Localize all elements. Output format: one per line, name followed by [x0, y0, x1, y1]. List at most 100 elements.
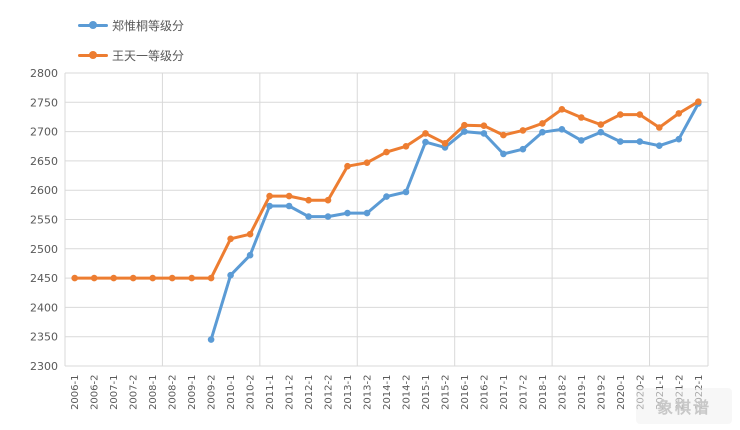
series-point-1 — [617, 138, 624, 145]
series-point-1 — [285, 202, 293, 210]
series-point-2 — [675, 110, 683, 117]
series-point-2 — [90, 274, 98, 282]
series-point-1 — [558, 126, 566, 133]
series-point-2 — [636, 111, 644, 118]
series-point-2 — [617, 111, 624, 118]
series-point-2 — [461, 121, 468, 129]
series-point-2 — [500, 131, 507, 139]
x-tick-label: 2014-2 — [401, 375, 412, 410]
x-tick-label: 2013-1 — [343, 375, 354, 410]
legend-label-series1: 郑惟桐等级分 — [112, 18, 185, 33]
x-tick-label: 2020-1 — [616, 375, 627, 410]
series-point-1 — [539, 128, 546, 136]
series-point-2 — [695, 98, 702, 105]
series-point-1 — [422, 138, 429, 146]
series-point-2 — [519, 127, 527, 134]
series-point-1 — [675, 135, 683, 143]
x-tick-label: 2019-2 — [596, 375, 607, 410]
series-point-1 — [207, 336, 215, 343]
y-tick-label: 2800 — [30, 67, 58, 80]
watermark-logo: 象棋谱 — [636, 388, 732, 424]
x-tick-label: 2008-2 — [168, 375, 179, 410]
x-tick-label: 2015-1 — [421, 375, 432, 410]
series-point-2 — [207, 274, 215, 282]
y-tick-label: 2450 — [30, 272, 58, 285]
series-point-2 — [363, 159, 371, 166]
series-point-2 — [149, 274, 156, 282]
series-point-1 — [324, 213, 332, 220]
series-point-1 — [402, 188, 410, 196]
x-tick-label: 2013-2 — [363, 375, 374, 410]
y-tick-label: 2700 — [30, 126, 58, 139]
series-point-2 — [285, 192, 293, 200]
series-point-1 — [383, 193, 390, 200]
series-point-1 — [305, 213, 312, 220]
y-tick-label: 2500 — [30, 243, 58, 256]
legend-marker-series1 — [89, 21, 97, 29]
series-point-2 — [539, 120, 546, 127]
series-point-2 — [168, 274, 176, 282]
series-point-1 — [636, 138, 644, 145]
series-point-2 — [71, 274, 78, 282]
x-tick-label: 2008-1 — [148, 375, 159, 410]
x-tick-label: 2017-2 — [518, 375, 529, 410]
x-tick-label: 2012-1 — [304, 375, 315, 410]
series-point-2 — [441, 140, 449, 147]
x-tick-label: 2018-2 — [557, 375, 568, 410]
series-point-2 — [383, 148, 390, 156]
x-tick-label: 2016-1 — [460, 375, 471, 410]
series-point-2 — [188, 274, 195, 282]
y-tick-label: 2650 — [30, 155, 58, 168]
x-tick-label: 2010-1 — [226, 375, 237, 410]
x-tick-label: 2015-2 — [440, 375, 451, 410]
series-point-2 — [246, 230, 254, 238]
series-point-1 — [656, 142, 663, 149]
legend-swatch-series2 — [78, 46, 108, 64]
series-point-2 — [110, 274, 117, 282]
series-point-2 — [129, 274, 137, 282]
series-point-2 — [266, 192, 273, 200]
series-point-2 — [558, 106, 566, 113]
series-point-2 — [578, 114, 585, 121]
y-tick-label: 2400 — [30, 301, 58, 314]
series-point-2 — [324, 196, 332, 204]
y-tick-label: 2600 — [30, 184, 58, 197]
x-tick-label: 2014-1 — [382, 375, 393, 410]
series-line-1 — [209, 102, 700, 342]
x-tick-label: 2019-1 — [577, 375, 588, 410]
x-tick-label: 2009-1 — [187, 375, 198, 410]
series-point-1 — [519, 145, 527, 153]
x-tick-label: 2010-2 — [246, 375, 257, 410]
series-point-2 — [344, 162, 351, 170]
series-point-2 — [480, 122, 488, 129]
y-tick-label: 2350 — [30, 331, 58, 344]
y-tick-label: 2550 — [30, 214, 58, 227]
series-point-2 — [422, 130, 429, 137]
x-tick-label: 2007-1 — [109, 375, 120, 410]
legend-label-series2: 王天一等级分 — [112, 48, 185, 63]
series-point-1 — [578, 137, 585, 144]
legend-marker-series2 — [89, 51, 97, 59]
series-point-1 — [363, 209, 371, 217]
legend-item-series2: 王天一等级分 — [78, 46, 184, 64]
series-point-1 — [480, 130, 488, 137]
series-point-2 — [597, 121, 605, 128]
x-tick-label: 2012-2 — [324, 375, 335, 410]
x-tick-label: 2017-1 — [499, 374, 510, 409]
x-tick-label: 2016-2 — [479, 375, 490, 410]
x-tick-label: 2007-2 — [129, 375, 140, 410]
x-tick-label: 2011-2 — [285, 375, 296, 410]
y-tick-label: 2750 — [30, 96, 58, 109]
x-tick-label: 2006-1 — [70, 375, 81, 410]
legend-swatch-series1 — [78, 16, 108, 34]
legend-item-series1: 郑惟桐等级分 — [78, 16, 184, 34]
series-point-2 — [656, 124, 663, 131]
series-point-2 — [402, 143, 410, 150]
x-tick-label: 2018-1 — [538, 375, 549, 410]
series-point-1 — [246, 251, 254, 259]
series-point-1 — [597, 128, 605, 136]
series-point-1 — [266, 202, 273, 210]
series-point-2 — [227, 235, 234, 243]
series-point-1 — [500, 150, 507, 158]
